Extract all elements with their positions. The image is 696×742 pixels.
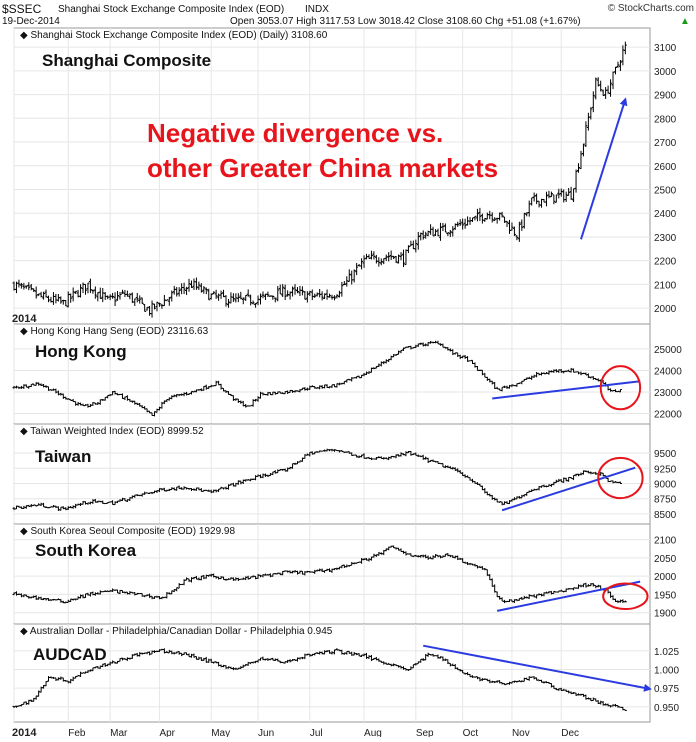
y-tick-label-shanghai: 2600 — [654, 162, 677, 173]
y-tick-label-shanghai: 2700 — [654, 138, 677, 149]
legend-southkorea: ◆ South Korea Seoul Composite (EOD) 1929… — [20, 526, 235, 537]
legend-hongkong: ◆ Hong Kong Hang Seng (EOD) 23116.63 — [20, 326, 209, 337]
y-tick-label-southkorea: 1900 — [654, 609, 677, 620]
y-tick-label-hongkong: 22000 — [654, 410, 682, 421]
header-date: 19-Dec-2014 — [2, 16, 60, 27]
y-tick-label-shanghai: 2000 — [654, 304, 677, 315]
change-arrow-icon: ▲ — [680, 16, 690, 27]
y-tick-label-hongkong: 25000 — [654, 345, 682, 356]
y-tick-label-taiwan: 8500 — [654, 510, 677, 521]
panel-label-southkorea: South Korea — [35, 541, 137, 560]
header-brand: © StockCharts.com — [608, 3, 694, 14]
header-ohlc: Open 3053.07 High 3117.53 Low 3018.42 Cl… — [230, 16, 581, 27]
y-tick-label-taiwan: 9250 — [654, 464, 677, 475]
y-tick-label-taiwan: 8750 — [654, 495, 677, 506]
header-symbol: $SSEC — [2, 2, 42, 16]
y-tick-label-shanghai: 3000 — [654, 67, 677, 78]
y-tick-label-southkorea: 2050 — [654, 554, 677, 565]
y-tick-label-southkorea: 2000 — [654, 572, 677, 583]
y-tick-label-southkorea: 2100 — [654, 536, 677, 547]
y-tick-label-audcad: 1.025 — [654, 647, 679, 658]
y-tick-label-audcad: 1.000 — [654, 666, 679, 677]
y-tick-label-shanghai: 2900 — [654, 91, 677, 102]
y-tick-label-shanghai: 3100 — [654, 43, 677, 54]
panel-label-audcad: AUDCAD — [33, 645, 107, 664]
y-tick-label-hongkong: 24000 — [654, 366, 682, 377]
panel-label-shanghai: Shanghai Composite — [42, 51, 211, 70]
header-description: Shanghai Stock Exchange Composite Index … — [58, 4, 284, 15]
y-tick-label-taiwan: 9000 — [654, 479, 677, 490]
panel-label-hongkong: Hong Kong — [35, 342, 127, 361]
y-tick-label-audcad: 0.950 — [654, 703, 679, 714]
header-exchange: INDX — [305, 4, 329, 15]
y-tick-label-hongkong: 23000 — [654, 388, 682, 399]
y-tick-label-taiwan: 9500 — [654, 449, 677, 460]
panel-label-taiwan: Taiwan — [35, 447, 91, 466]
legend-shanghai: ◆ Shanghai Stock Exchange Composite Inde… — [20, 30, 328, 41]
y-tick-label-shanghai: 2400 — [654, 209, 677, 220]
y-tick-label-shanghai: 2500 — [654, 185, 677, 196]
y-tick-label-southkorea: 1950 — [654, 590, 677, 601]
y-tick-label-shanghai: 2300 — [654, 233, 677, 244]
y-tick-label-shanghai: 2200 — [654, 257, 677, 268]
legend-audcad: ◆ Australian Dollar - Philadelphia/Canad… — [20, 626, 333, 637]
y-tick-label-audcad: 0.975 — [654, 684, 679, 695]
y-tick-label-shanghai: 2800 — [654, 114, 677, 125]
legend-taiwan: ◆ Taiwan Weighted Index (EOD) 8999.52 — [20, 426, 204, 437]
y-tick-label-shanghai: 2100 — [654, 280, 677, 291]
